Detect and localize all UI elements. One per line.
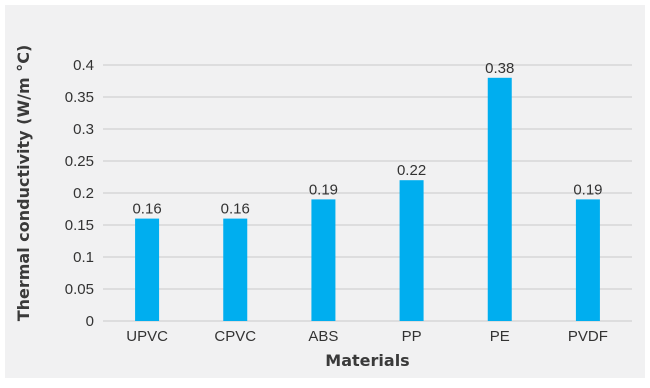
y-tick-label: 0 [86,313,94,330]
y-tick-label: 0.3 [73,121,94,138]
x-tick-labels: UPVC CPVC ABS PP PE PVDF [126,328,608,345]
data-label: 0.16 [221,201,250,218]
y-tick-label: 0.15 [65,217,94,234]
y-tick-label: 0.25 [65,153,94,170]
y-tick-label: 0.2 [73,185,94,202]
bar [575,199,600,321]
x-tick-label: CPVC [214,328,256,345]
bars [135,77,600,321]
bar [135,218,160,321]
y-tick-label: 0.1 [73,249,94,266]
data-label: 0.16 [132,201,161,218]
x-tick-label: PP [402,328,422,345]
y-tick-label: 0.4 [73,57,94,74]
x-tick-label: ABS [308,328,338,345]
data-label: 0.38 [485,60,514,77]
x-axis-title: Materials [325,351,409,370]
y-axis-title: Thermal conductivity (W/m °C) [14,45,33,322]
data-label: 0.19 [573,181,602,198]
bar [487,77,512,321]
gridlines [103,64,632,322]
y-tick-label: 0.05 [65,281,94,298]
bar [311,199,336,321]
x-tick-label: PVDF [568,328,608,345]
chart-container: 0 0.05 0.1 0.15 0.2 0.25 0.3 0.35 0.4 UPVC CPVC AB… [5,5,645,378]
bar-chart: 0 0.05 0.1 0.15 0.2 0.25 0.3 0.35 0.4 UPVC CPVC AB… [14,45,632,370]
y-tick-label: 0.35 [65,89,94,106]
data-label: 0.19 [309,181,338,198]
x-tick-label: UPVC [126,328,168,345]
data-labels: 0.16 0.16 0.19 0.22 0.38 0.19 [132,60,602,218]
x-tick-label: PE [490,328,510,345]
y-tick-labels: 0 0.05 0.1 0.15 0.2 0.25 0.3 0.35 0.4 [65,57,94,330]
bar [399,180,424,321]
bar [223,218,248,321]
data-label: 0.22 [397,162,426,179]
